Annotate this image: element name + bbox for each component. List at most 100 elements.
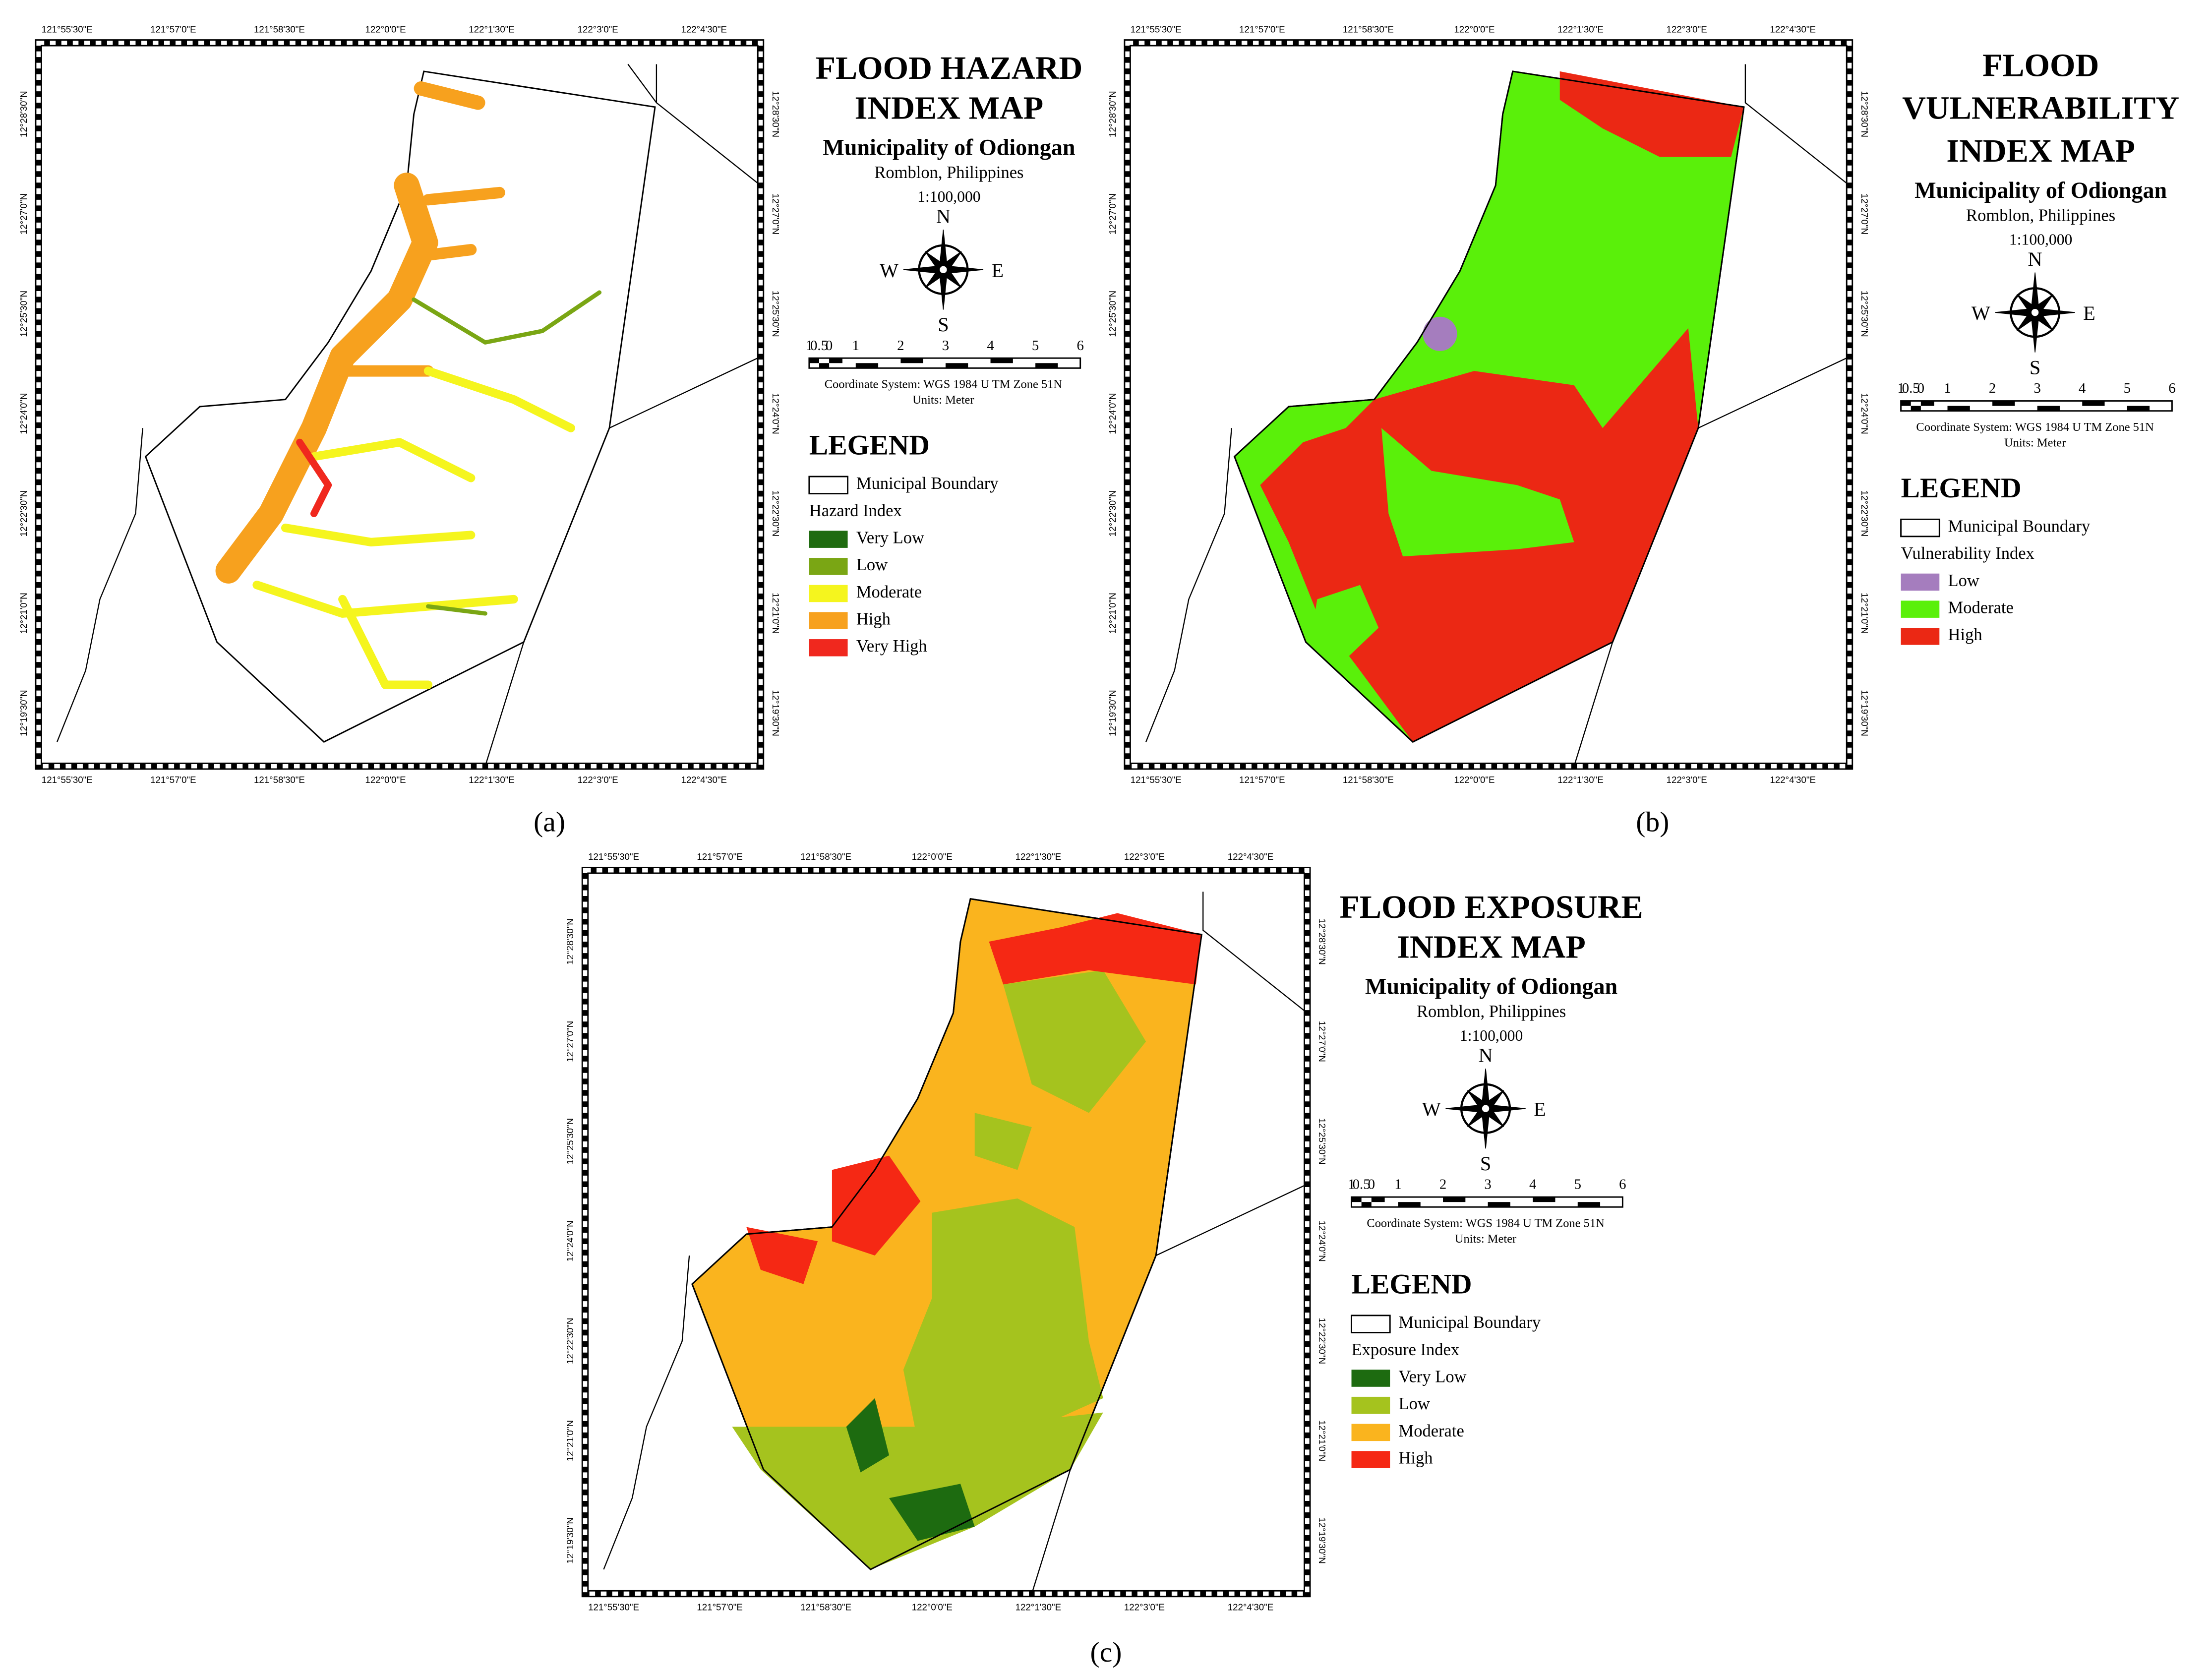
lat-label: 12°21'0"N [565,1420,575,1461]
panel-caption: (b) [1636,806,1669,838]
lon-label: 121°57'0"E [1239,24,1285,34]
lon-label: 122°3'0"E [1124,1602,1165,1613]
lon-label: 121°55'30"E [1131,775,1182,785]
scalebar-cell [990,358,1013,363]
scalebar-cell [2037,406,2060,411]
lon-label: 122°3'0"E [578,24,618,34]
lat-label: 12°28'30"N [1107,91,1118,137]
map-title: FLOOD [1982,47,2099,83]
scalebar-label: 2 [1989,380,1996,396]
lat-label: 12°22'30"N [565,1318,575,1365]
map-scale: 1:100,000 [1460,1027,1523,1044]
map-title: FLOOD EXPOSURE [1339,889,1643,925]
lat-label: 12°24'0"N [18,393,29,434]
map-hazard [38,43,761,767]
legend-label: Moderate [856,583,922,601]
legend-swatch [1900,518,1940,538]
compass-s: S [938,313,949,336]
map-vulnerability [1127,43,1850,767]
scalebar-cell [1920,401,1934,406]
lat-label: 12°27'0"N [1859,193,1870,235]
scalebar-cell [829,358,842,363]
lat-label: 12°27'0"N [1107,193,1118,235]
lat-label: 12°25'30"N [1317,1118,1327,1165]
scalebar-cell [900,358,923,363]
lat-label: 12°28'30"N [1859,91,1870,137]
lat-label: 12°22'30"N [1317,1318,1327,1365]
legend-swatch [1901,573,1940,591]
lon-label: 121°58'30"E [800,1602,851,1613]
map-title: VULNERABILITY [1902,90,2179,126]
lon-label: 122°4'30"E [1228,851,1274,862]
lon-label: 122°0'0"E [1454,775,1495,785]
units: Units: Meter [2004,436,2066,449]
municipality: Municipality of Odiongan [823,135,1075,160]
map-title: INDEX MAP [855,90,1044,126]
units: Units: Meter [1455,1232,1516,1246]
scalebar-cell [1443,1197,1466,1202]
compass-s: S [1480,1152,1491,1175]
scalebar-label: 0.5 [810,338,828,354]
scalebar-cell [1533,1197,1555,1202]
legend-subtitle: Exposure Index [1352,1340,1460,1359]
legend-subtitle: Vulnerability Index [1901,544,2034,563]
scalebar-cell [1371,1197,1385,1202]
lat-label: 12°24'0"N [1859,393,1870,434]
scalebar-label: 4 [1529,1177,1536,1193]
lon-label: 122°0'0"E [912,851,953,862]
scalebar-label: 0 [1917,380,1924,396]
lon-label: 121°58'30"E [1343,24,1394,34]
lon-label: 122°3'0"E [578,775,618,785]
lon-label: 122°1'30"E [1016,1602,1062,1613]
legend-label: High [856,610,891,629]
legend-title: LEGEND [1901,473,2022,504]
location: Romblon, Philippines [1417,1002,1566,1021]
legend-label: Low [856,555,888,574]
scalebar-cell [809,358,819,363]
compass-e: E [1534,1098,1546,1121]
legend-swatch [809,558,848,575]
scalebar-label: 2 [1439,1177,1446,1193]
compass-hub [1480,1103,1491,1114]
lat-label: 12°24'0"N [1317,1220,1327,1261]
units: Units: Meter [912,393,974,407]
map-scale: 1:100,000 [2009,231,2072,248]
lat-label: 12°28'30"N [18,91,29,137]
lat-label: 12°22'30"N [1107,490,1118,537]
scalebar-label: 1 [1897,380,1904,396]
location: Romblon, Philippines [874,163,1023,182]
lat-label: 12°25'30"N [18,291,29,337]
scalebar-label: 3 [2033,380,2040,396]
lat-label: 12°19'30"N [1107,690,1118,736]
legend-label: Moderate [1948,598,2014,617]
scalebar-label: 0 [1368,1177,1375,1193]
legend-swatch [1901,628,1940,645]
scalebar-cell [2127,406,2150,411]
lat-label: 12°27'0"N [18,193,29,235]
legend-label: Low [1399,1394,1430,1413]
lon-label: 122°4'30"E [681,24,727,34]
lat-label: 12°19'30"N [18,690,29,736]
lon-label: 121°58'30"E [254,24,305,34]
lat-label: 12°19'30"N [1859,690,1870,736]
scalebar-label: 6 [2168,380,2175,396]
lat-label: 12°19'30"N [1317,1517,1327,1564]
legend-swatch [1351,1370,1390,1387]
scalebar-cell [1398,1202,1421,1207]
coordinate-system: Coordinate System: WGS 1984 U TM Zone 51… [825,377,1063,391]
lon-label: 122°1'30"E [1557,24,1604,34]
lon-label: 121°55'30"E [588,1602,639,1613]
lon-label: 122°1'30"E [469,775,515,785]
lat-label: 12°25'30"N [1107,291,1118,337]
lat-label: 12°21'0"N [1859,593,1870,634]
coordinate-system: Coordinate System: WGS 1984 U TM Zone 51… [1367,1216,1605,1230]
legend-swatch [809,585,848,602]
lon-label: 122°0'0"E [1454,24,1495,34]
legend-subtitle: Hazard Index [809,501,902,520]
coordinate-system: Coordinate System: WGS 1984 U TM Zone 51… [1916,420,2154,434]
compass-hub [938,264,949,275]
lon-label: 121°55'30"E [42,775,93,785]
map-frame-dash [36,41,763,769]
lat-label: 12°28'30"N [771,91,781,137]
